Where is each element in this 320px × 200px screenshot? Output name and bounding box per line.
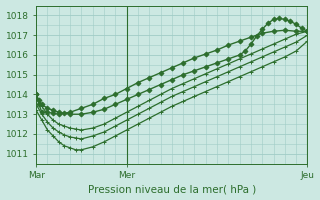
X-axis label: Pression niveau de la mer( hPa ): Pression niveau de la mer( hPa ) <box>88 184 256 194</box>
